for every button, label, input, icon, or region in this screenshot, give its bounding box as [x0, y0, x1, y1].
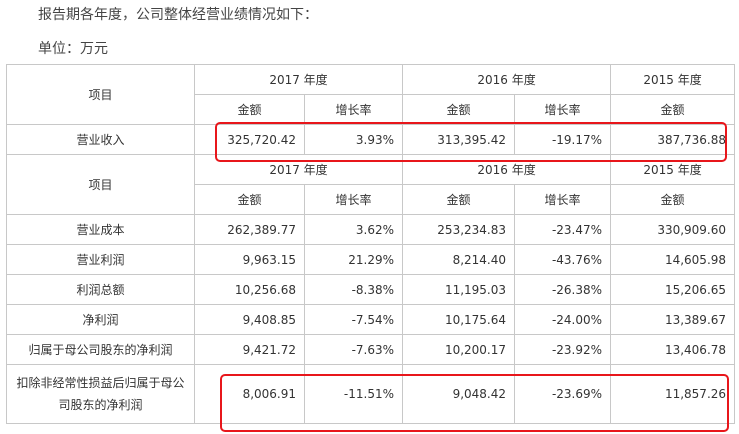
cell-amount-2017: 9,421.72 — [194, 334, 305, 365]
cell-amount-2015: 15,206.65 — [610, 274, 736, 305]
cell-growth-2016: -24.00% — [514, 304, 612, 335]
item-header: 项目 — [6, 64, 195, 125]
cell-amount-2015: 11,857.26 — [610, 364, 736, 424]
growth-header: 增长率 — [303, 94, 404, 125]
row-label: 利润总额 — [6, 274, 195, 305]
item-header: 项目 — [6, 154, 195, 215]
cell-growth-2016: -43.76% — [514, 244, 612, 275]
performance-table: 项目 2017 年度 2016 年度 2015 年度 金额 增长率 金额 增长率… — [6, 64, 736, 424]
cell-amount-2017: 9,963.15 — [194, 244, 305, 275]
cell-amount-2016: 11,195.03 — [402, 274, 516, 305]
row-label: 营业收入 — [6, 124, 195, 155]
cell-amount-2017: 8,006.91 — [194, 364, 305, 424]
row-label: 归属于母公司股东的净利润 — [6, 334, 195, 365]
cell-growth-2017: 21.29% — [303, 244, 404, 275]
cell-amount-2017: 262,389.77 — [194, 214, 305, 245]
cell-growth-2017: 3.93% — [303, 124, 404, 155]
year-header-2017: 2017 年度 — [193, 64, 404, 95]
cell-amount-2016: 8,214.40 — [402, 244, 516, 275]
table-row-revenue: 营业收入 325,720.42 3.93% 313,395.42 -19.17%… — [6, 124, 736, 155]
cell-amount-2015: 387,736.88 — [610, 124, 736, 155]
growth-header: 增长率 — [514, 184, 612, 215]
table-row-total-profit: 利润总额 10,256.68 -8.38% 11,195.03 -26.38% … — [6, 274, 736, 305]
cell-amount-2017: 9,408.85 — [194, 304, 305, 335]
cell-growth-2016: -23.69% — [514, 364, 612, 424]
cell-growth-2016: -23.47% — [514, 214, 612, 245]
row-label: 营业成本 — [6, 214, 195, 245]
growth-header: 增长率 — [303, 184, 404, 215]
header-row-years: 项目 2017 年度 2016 年度 2015 年度 — [6, 64, 736, 125]
cell-growth-2016: -23.92% — [514, 334, 612, 365]
cell-amount-2017: 10,256.68 — [194, 274, 305, 305]
cell-amount-2017: 325,720.42 — [194, 124, 305, 155]
table-row-operating-profit: 营业利润 9,963.15 21.29% 8,214.40 -43.76% 14… — [6, 244, 736, 275]
cell-amount-2015: 13,406.78 — [610, 334, 736, 365]
table-row-operating-cost: 营业成本 262,389.77 3.62% 253,234.83 -23.47%… — [6, 214, 736, 245]
year-header-2016: 2016 年度 — [402, 154, 612, 185]
amount-header: 金额 — [610, 184, 736, 215]
amount-header: 金额 — [194, 184, 305, 215]
amount-header: 金额 — [194, 94, 305, 125]
cell-amount-2015: 14,605.98 — [610, 244, 736, 275]
cell-amount-2016: 10,175.64 — [402, 304, 516, 335]
unit-label: 单位：万元 — [38, 41, 108, 57]
cell-amount-2015: 330,909.60 — [610, 214, 736, 245]
cell-growth-2017: -7.54% — [303, 304, 404, 335]
table-row-parent-net-profit: 归属于母公司股东的净利润 9,421.72 -7.63% 10,200.17 -… — [6, 334, 736, 365]
cell-amount-2016: 313,395.42 — [402, 124, 516, 155]
cell-growth-2017: 3.62% — [303, 214, 404, 245]
amount-header: 金额 — [610, 94, 736, 125]
cell-growth-2017: -7.63% — [303, 334, 404, 365]
header-row-metrics: 金额 增长率 金额 增长率 金额 — [7, 94, 736, 125]
row-label: 扣除非经常性损益后归属于母公司股东的净利润 — [6, 364, 195, 424]
cell-amount-2016: 253,234.83 — [402, 214, 516, 245]
cell-growth-2016: -19.17% — [514, 124, 612, 155]
cell-amount-2016: 9,048.42 — [402, 364, 516, 424]
row-label: 营业利润 — [6, 244, 195, 275]
header-row-metrics: 金额 增长率 金额 增长率 金额 — [7, 184, 736, 215]
year-header-2015: 2015 年度 — [610, 64, 736, 95]
table-row-adjusted-net-profit: 扣除非经常性损益后归属于母公司股东的净利润 8,006.91 -11.51% 9… — [6, 364, 736, 424]
year-header-2015: 2015 年度 — [610, 154, 736, 185]
cell-growth-2017: -8.38% — [303, 274, 404, 305]
table-row-net-profit: 净利润 9,408.85 -7.54% 10,175.64 -24.00% 13… — [6, 304, 736, 335]
cell-amount-2016: 10,200.17 — [402, 334, 516, 365]
cell-growth-2017: -11.51% — [303, 364, 404, 424]
amount-header: 金额 — [402, 184, 516, 215]
cell-amount-2015: 13,389.67 — [610, 304, 736, 335]
header-row-years: 项目 2017 年度 2016 年度 2015 年度 — [6, 154, 736, 215]
growth-header: 增长率 — [514, 94, 612, 125]
cell-growth-2016: -26.38% — [514, 274, 612, 305]
row-label: 净利润 — [6, 304, 195, 335]
intro-text: 报告期各年度，公司整体经营业绩情况如下： — [38, 7, 318, 23]
year-header-2016: 2016 年度 — [402, 64, 612, 95]
year-header-2017: 2017 年度 — [193, 154, 404, 185]
amount-header: 金额 — [402, 94, 516, 125]
